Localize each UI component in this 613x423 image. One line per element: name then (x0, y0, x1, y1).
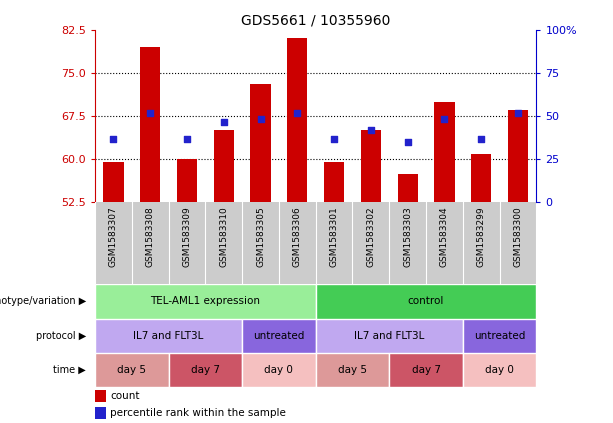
Bar (214, 130, 234, 203)
Text: protocol ▶: protocol ▶ (36, 331, 86, 341)
Point (329, 136, 339, 143)
Text: GSM1583299: GSM1583299 (477, 206, 485, 267)
Bar (251, 84, 271, 203)
Text: control: control (408, 297, 444, 306)
Point (440, 115, 449, 122)
Point (219, 118, 229, 125)
Text: GSM1583304: GSM1583304 (440, 206, 449, 267)
Text: TEL-AML1 expression: TEL-AML1 expression (150, 297, 261, 306)
Point (256, 115, 265, 122)
Point (109, 136, 118, 143)
Bar (242, 353, 316, 387)
Text: time ▶: time ▶ (53, 365, 86, 375)
Text: untreated: untreated (474, 331, 525, 341)
Bar (95, 390, 106, 402)
Text: day 5: day 5 (338, 365, 367, 375)
Text: GSM1583309: GSM1583309 (183, 206, 191, 267)
Text: GSM1583307: GSM1583307 (109, 206, 118, 267)
Point (476, 136, 486, 143)
Text: IL7 and FLT3L: IL7 and FLT3L (354, 331, 424, 341)
Text: GSM1583301: GSM1583301 (330, 206, 338, 267)
Title: GDS5661 / 10355960: GDS5661 / 10355960 (241, 13, 390, 27)
Bar (316, 284, 536, 319)
Point (182, 136, 192, 143)
Bar (95, 353, 169, 387)
Bar (397, 174, 418, 203)
Text: GSM1583306: GSM1583306 (293, 206, 302, 267)
Bar (287, 38, 307, 203)
Text: day 7: day 7 (191, 365, 220, 375)
Text: GSM1583300: GSM1583300 (514, 206, 522, 267)
Text: count: count (110, 391, 140, 401)
Bar (242, 319, 316, 353)
Bar (360, 130, 381, 203)
Point (292, 110, 302, 117)
Bar (324, 162, 345, 203)
Text: IL7 and FLT3L: IL7 and FLT3L (134, 331, 204, 341)
Point (513, 110, 523, 117)
Bar (463, 319, 536, 353)
Text: GSM1583310: GSM1583310 (219, 206, 228, 267)
Bar (508, 110, 528, 203)
Bar (140, 47, 161, 203)
Text: day 0: day 0 (485, 365, 514, 375)
Bar (103, 162, 124, 203)
Bar (169, 353, 242, 387)
Text: GSM1583305: GSM1583305 (256, 206, 265, 267)
Bar (463, 353, 536, 387)
Bar (435, 102, 455, 203)
Bar (95, 407, 106, 419)
Text: GSM1583302: GSM1583302 (367, 206, 375, 267)
Point (366, 127, 376, 134)
Text: GSM1583303: GSM1583303 (403, 206, 412, 267)
Bar (95, 319, 242, 353)
Point (145, 110, 155, 117)
Point (403, 139, 413, 146)
Text: percentile rank within the sample: percentile rank within the sample (110, 408, 286, 418)
Text: day 7: day 7 (411, 365, 441, 375)
Text: untreated: untreated (253, 331, 305, 341)
Bar (316, 319, 463, 353)
Bar (316, 353, 389, 387)
Text: day 5: day 5 (117, 365, 147, 375)
Text: GSM1583308: GSM1583308 (146, 206, 154, 267)
Bar (177, 159, 197, 203)
Bar (389, 353, 463, 387)
Bar (471, 154, 492, 203)
Text: day 0: day 0 (264, 365, 294, 375)
Bar (95, 284, 316, 319)
Text: genotype/variation ▶: genotype/variation ▶ (0, 297, 86, 306)
